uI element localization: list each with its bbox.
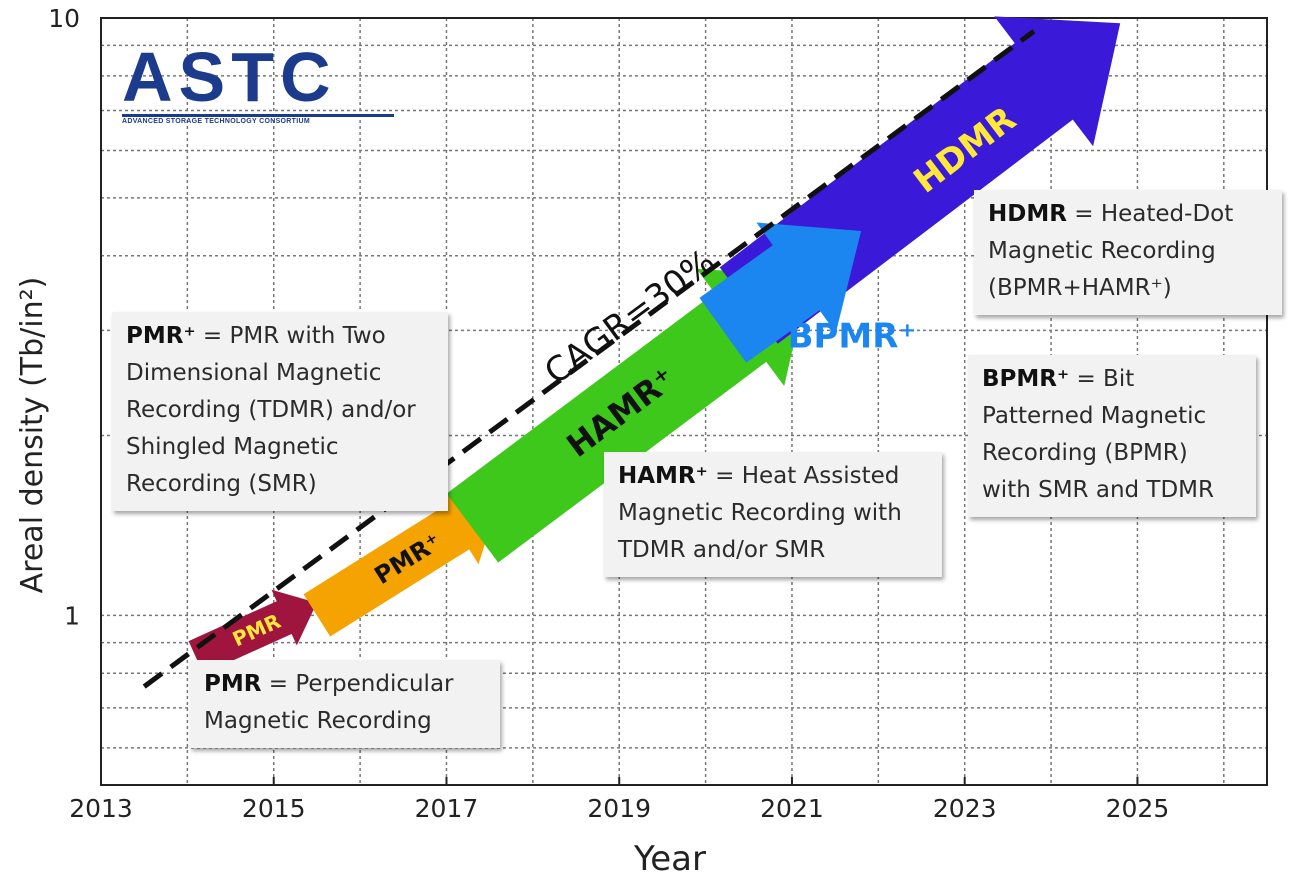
- hamr-plus-definition-box: HAMR⁺ = Heat Assisted Magnetic Recording…: [604, 452, 942, 577]
- x-tick-label: 2015: [242, 794, 306, 823]
- x-axis: 2013 2015 2017 2019 2021 2023 2025: [69, 777, 1169, 823]
- bpmr-plus-term: BPMR⁺: [982, 366, 1070, 392]
- cagr-trend-line: [142, 29, 1036, 689]
- pmr-plus-definition-box: PMR⁺ = PMR with Two Dimensional Magnetic…: [112, 312, 448, 511]
- plot-frame: [100, 17, 1268, 786]
- pmr-definition: = Perpendicular Magnetic Recording: [204, 671, 454, 734]
- y-axis: 1 10: [48, 4, 80, 630]
- x-tick-label: 2017: [415, 794, 479, 823]
- hdmr-definition-box: HDMR = Heated-Dot Magnetic Recording (BP…: [974, 190, 1282, 315]
- pmr-plus-term: PMR⁺: [126, 323, 196, 349]
- hdmr-term: HDMR: [988, 201, 1067, 227]
- x-tick-label: 2023: [933, 794, 997, 823]
- technology-arrows: [188, 16, 1121, 674]
- logo-text: ASTC: [122, 38, 337, 116]
- bpmr-plus-definition: = Bit Patterned Magnetic Recording (BPMR…: [982, 366, 1215, 503]
- y-axis-label: Areal density (Tb/in²): [15, 277, 50, 594]
- pmr-plus-definition: = PMR with Two Dimensional Magnetic Reco…: [126, 323, 416, 497]
- arrow-pmr: [188, 589, 317, 674]
- y-tick-label: 10: [48, 4, 80, 33]
- pmr-definition-box: PMR = Perpendicular Magnetic Recording: [190, 660, 500, 748]
- x-tick-label: 2025: [1106, 794, 1170, 823]
- logo-subtitle: ADVANCED STORAGE TECHNOLOGY CONSORTIUM: [122, 114, 394, 125]
- hamr-plus-term: HAMR⁺: [618, 463, 708, 489]
- hdmr-definition: = Heated-Dot Magnetic Recording (BPMR+HA…: [988, 201, 1234, 301]
- pmr-term: PMR: [204, 671, 262, 697]
- x-axis-label: Year: [633, 839, 706, 879]
- x-tick-label: 2013: [69, 794, 133, 823]
- arrow-hamr: [446, 268, 810, 563]
- bpmr-plus-definition-box: BPMR⁺ = Bit Patterned Magnetic Recording…: [968, 355, 1256, 517]
- y-tick-label: 1: [64, 601, 80, 630]
- hamr-plus-definition: = Heat Assisted Magnetic Recording with …: [618, 463, 902, 563]
- arrow-pmr: [303, 492, 499, 637]
- x-tick-label: 2021: [760, 794, 824, 823]
- arrow-bpmr: [699, 222, 862, 363]
- x-tick-label: 2019: [587, 794, 651, 823]
- astc-logo: ASTC ADVANCED STORAGE TECHNOLOGY CONSORT…: [122, 42, 394, 128]
- arrow-label: BPMR⁺: [788, 317, 917, 357]
